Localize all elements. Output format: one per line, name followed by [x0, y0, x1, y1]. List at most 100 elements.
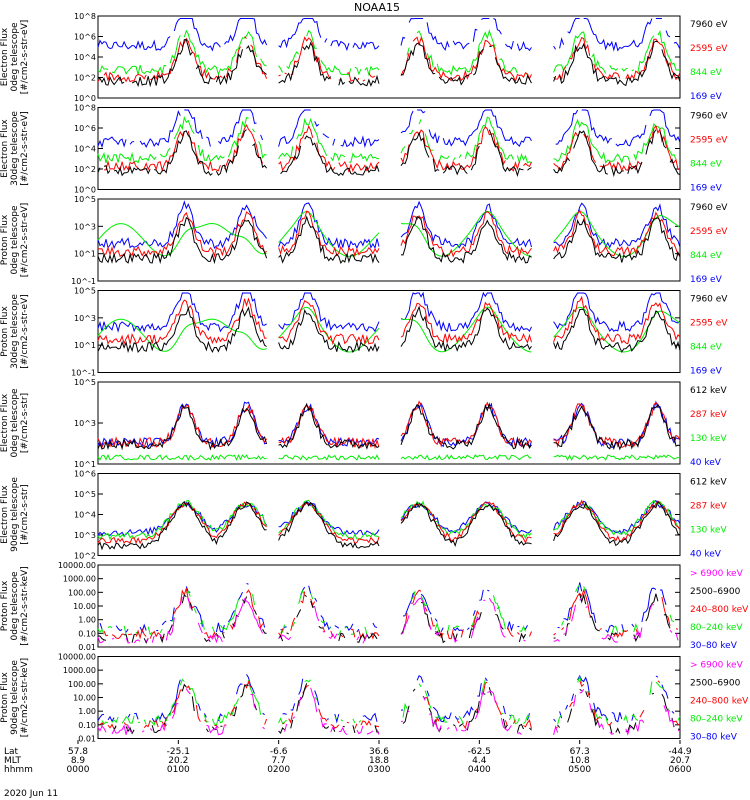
legend-entry: 130 keV: [690, 526, 727, 536]
legend-entry: 169 eV: [690, 275, 723, 285]
series-trace: [97, 39, 681, 88]
legend-entry: 2595 eV: [690, 136, 728, 146]
panel-frame: [97, 656, 681, 739]
time-tick-label-mlt: 20.2: [168, 756, 188, 766]
y-tick-label: 10^2: [74, 165, 96, 174]
legend-entry: 844 eV: [690, 160, 723, 170]
y-tick-label: 1.00: [78, 616, 96, 625]
y-tick-label: 10^6: [74, 33, 96, 42]
series-trace: [103, 124, 681, 173]
series-trace: [97, 209, 681, 258]
y-tick-label: 10^6: [74, 470, 96, 479]
series-trace: [97, 305, 681, 354]
series-trace: [97, 499, 681, 545]
y-tick-label: 100.00: [68, 588, 96, 597]
y-tick-label: 10^5: [74, 490, 96, 499]
time-tick-label-mlt: 7.7: [272, 756, 286, 766]
legend-entry: 240–800 keV: [690, 605, 749, 615]
time-tick-label-mlt: 4.4: [472, 756, 487, 766]
y-tick-label: 10^8: [74, 12, 96, 21]
panel-frame: [97, 381, 681, 465]
time-tick-label-lat: 57.8: [68, 747, 88, 757]
legend-entry: 844 eV: [690, 251, 723, 261]
y-tick-label: 0.01: [78, 643, 96, 652]
date-label: 2020 Jun 11: [4, 789, 58, 799]
time-tick-label-lat: 67.3: [570, 747, 590, 757]
legend-entry: 80–240 keV: [690, 623, 743, 633]
y-tick-label: 10^4: [74, 511, 96, 520]
y-tick-label: 10^4: [74, 145, 96, 154]
panels: 10^0 10^2 10^4 10^6 10^8 TEDElectron Flux0deg…: [0, 12, 749, 744]
y-tick-label: 10^2: [74, 74, 96, 83]
legend-entry: 7960 eV: [690, 112, 728, 122]
panel-frame: [97, 290, 681, 373]
legend-entry: 844 eV: [690, 68, 723, 78]
legend-entry: 287 keV: [690, 502, 727, 512]
time-tick-label-hhmm: 0300: [368, 765, 391, 775]
y-tick-label: 10^5: [74, 378, 96, 387]
time-tick-label-lat: -62.5: [468, 747, 491, 757]
legend-entry: 287 keV: [690, 410, 727, 420]
y-tick-label: 10^3: [74, 531, 96, 540]
y-tick-label: 0.10: [78, 629, 96, 638]
series-trace: [97, 129, 681, 178]
legend-entry: 169 eV: [690, 367, 723, 377]
series-trace: [98, 594, 680, 643]
legend-entry: 169 eV: [690, 92, 723, 102]
time-tick-label-hhmm: 0200: [267, 765, 290, 775]
y-tick-label: 10^0: [74, 94, 96, 103]
y-tick-label: 10.00: [73, 694, 96, 703]
y-tick-label: 10^-1: [71, 369, 96, 378]
y-tick-label: 10000.00: [58, 653, 96, 662]
legend-entry: 7960 eV: [690, 20, 728, 30]
series-trace: [97, 200, 681, 251]
panel-7: 0.01 0.10 1.00 10.00 100.00 1000.00 10000.00 ME…: [0, 561, 749, 652]
y-tick-label: 10^0: [74, 186, 96, 195]
series-trace: [97, 400, 681, 449]
time-tick-label-lat: 36.6: [369, 747, 389, 757]
y-tick-label: 10^-1: [71, 277, 96, 286]
legend-entry: 7960 eV: [690, 295, 728, 305]
legend-entry: 30–80 keV: [690, 641, 738, 651]
y-axis-label: MEPEDElectron Flux90deg telescope[#/cm2-…: [0, 477, 30, 552]
y-tick-label: 10^3: [74, 419, 96, 428]
series-trace: [97, 36, 681, 83]
y-axis-label: MEPEDProton Flux0deg telescope[#/cm2-s-s…: [0, 566, 30, 645]
legend-entry: 40 keV: [690, 550, 722, 560]
y-tick-label: 10^3: [74, 314, 96, 323]
y-axis-label: MEPEDProton Flux90deg telescope[#/cm2-s-…: [0, 658, 30, 737]
y-axis-label: TEDProton Flux30deg telescope[#/cm2-s-st…: [0, 294, 30, 369]
y-tick-label: 10^5: [74, 195, 96, 204]
y-tick-label: 10^4: [74, 53, 96, 62]
panel-frame: [97, 473, 681, 556]
time-tick-label-hhmm: 0100: [167, 765, 190, 775]
y-tick-label: 10^1: [74, 460, 96, 469]
time-tick-label-hhmm: 0000: [67, 765, 90, 775]
series-trace: [97, 210, 681, 257]
y-tick-label: 100.00: [68, 680, 96, 689]
y-axis-label: TEDElectron Flux30deg telescope[#/cm2-s-…: [0, 111, 30, 186]
time-tick-label-lat: -25.1: [167, 747, 190, 757]
panel-frame: [97, 564, 681, 648]
y-axis-label: TEDProton Flux0deg telescope[#/cm2-s-str…: [0, 203, 30, 278]
y-tick-label: 10^1: [74, 341, 96, 350]
legend-entry: 612 keV: [690, 386, 727, 396]
y-tick-label: 10000.00: [58, 561, 96, 570]
legend-entry: 240–800 keV: [690, 697, 749, 707]
legend-entry: 2500–6900: [690, 587, 741, 597]
legend-entry: 2595 eV: [690, 319, 728, 329]
panel-5: 10^1 10^3 10^5 MEPEDElectron Flux0deg teles…: [0, 378, 727, 469]
series-trace: [97, 402, 681, 451]
panel-8: 0.01 0.10 1.00 10.00 100.00 1000.00 10000.00 ME…: [0, 653, 749, 744]
series-trace: [97, 215, 681, 265]
y-tick-label: 10^3: [74, 222, 96, 231]
y-tick-label: 1000.00: [63, 666, 96, 675]
time-tick-label-mlt: 10.8: [570, 756, 590, 766]
series-trace: [97, 674, 675, 724]
series-trace: [101, 675, 681, 726]
y-axis-label: MEPEDElectron Flux0deg telescope[#/cm2-s…: [0, 388, 30, 458]
legend-entry: > 6900 keV: [690, 569, 744, 579]
y-tick-label: 0.01: [78, 735, 96, 744]
series-trace: [97, 109, 681, 149]
